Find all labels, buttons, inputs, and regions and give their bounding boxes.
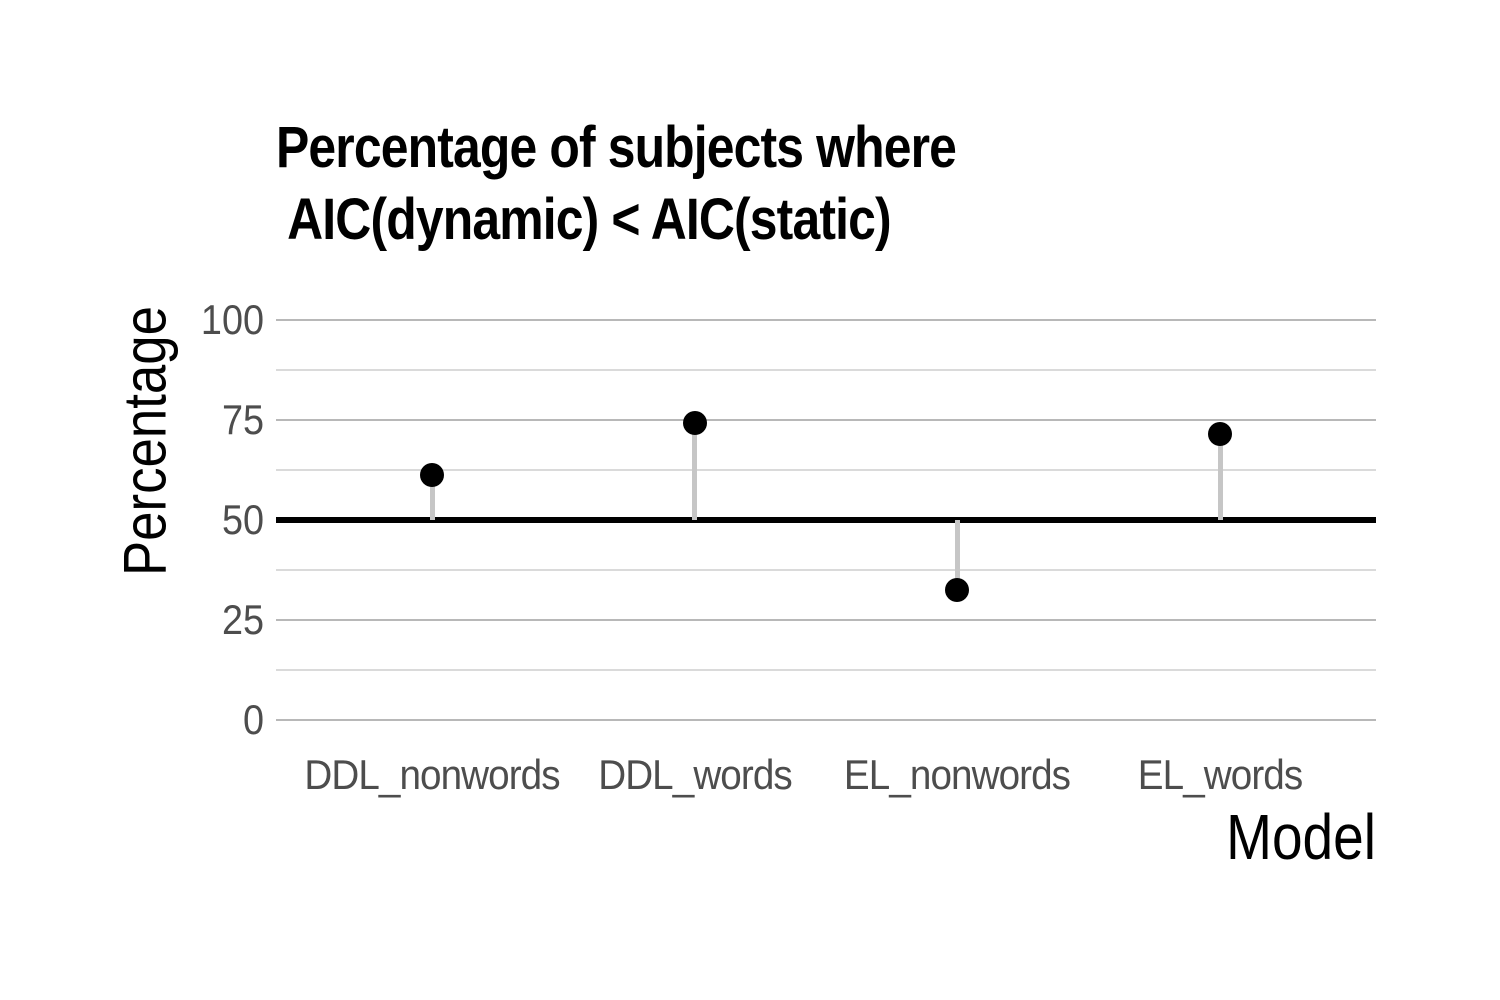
gridline-major	[276, 319, 1376, 321]
data-point	[682, 411, 707, 436]
y-tick-label: 25	[221, 596, 264, 643]
x-axis-title: Model	[1226, 801, 1376, 873]
gridline-major	[276, 719, 1376, 721]
gridline-major	[276, 619, 1376, 621]
x-tick-label: EL_nonwords	[844, 751, 1071, 798]
y-tick-label: 50	[221, 496, 264, 543]
lollipop-stem	[429, 474, 435, 520]
baseline-50	[276, 517, 1376, 523]
chart-title: Percentage of subjects where AIC(dynamic…	[276, 112, 957, 256]
lollipop-stem	[692, 423, 698, 520]
x-tick-label: EL_words	[1137, 751, 1303, 798]
y-tick-label: 75	[221, 396, 264, 443]
gridline-minor	[276, 569, 1376, 571]
gridline-major	[276, 419, 1376, 421]
lollipop-stem	[954, 520, 960, 591]
data-point	[420, 462, 444, 487]
gridline-minor	[276, 469, 1376, 471]
gridline-minor	[276, 669, 1376, 671]
chart-title-line2: AIC(dynamic) < AIC(static)	[276, 187, 891, 252]
lollipop-stem	[1217, 434, 1223, 520]
x-tick-label: DDL_nonwords	[304, 751, 560, 798]
x-tick-label: DDL_words	[597, 751, 793, 798]
y-tick-label: 0	[242, 696, 264, 743]
data-point	[945, 578, 970, 603]
gridline-minor	[276, 369, 1376, 371]
y-tick-label: 100	[200, 296, 264, 343]
data-point	[1208, 422, 1232, 447]
chart-title-line1: Percentage of subjects where	[276, 115, 957, 180]
